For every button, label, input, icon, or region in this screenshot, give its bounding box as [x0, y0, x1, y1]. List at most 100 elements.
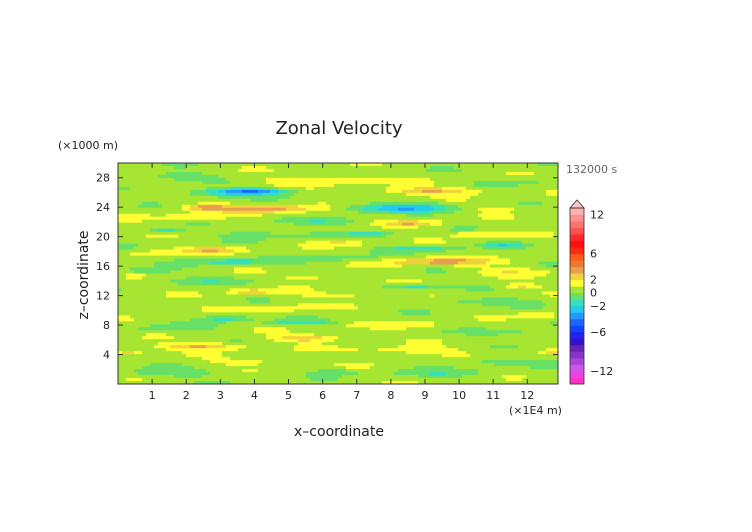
field-cell: [122, 261, 127, 266]
field-cell: [178, 213, 183, 218]
field-cell: [482, 198, 487, 203]
field-cell: [474, 291, 479, 295]
field-cell: [358, 180, 363, 185]
field-cell: [386, 273, 391, 277]
field-cell: [458, 291, 463, 295]
field-cell: [386, 207, 391, 212]
field-cell: [542, 204, 547, 209]
field-cell: [410, 237, 415, 242]
field-cell: [206, 261, 211, 266]
field-cell: [438, 216, 443, 221]
field-cell: [554, 225, 559, 230]
field-cell: [246, 204, 251, 209]
field-cell: [330, 282, 335, 286]
field-cell: [506, 234, 511, 239]
field-cell: [326, 231, 331, 236]
field-cell: [202, 210, 207, 215]
field-cell: [278, 163, 283, 167]
field-cell: [342, 225, 347, 230]
field-cell: [534, 267, 539, 272]
field-cell: [366, 240, 371, 245]
field-cell: [194, 240, 199, 245]
field-cell: [126, 273, 131, 277]
field-cell: [474, 258, 479, 263]
field-cell: [298, 222, 303, 227]
field-cell: [498, 282, 503, 286]
field-cell: [478, 246, 483, 251]
field-cell: [246, 258, 251, 263]
field-cell: [318, 186, 323, 191]
field-cell: [394, 252, 399, 257]
field-cell: [330, 180, 335, 185]
field-cell: [462, 216, 467, 221]
field-cell: [510, 285, 515, 289]
field-cell: [490, 216, 495, 221]
field-cell: [282, 168, 287, 173]
field-cell: [266, 168, 271, 173]
field-cell: [166, 210, 171, 215]
field-cell: [354, 279, 359, 283]
field-cell: [230, 237, 235, 242]
field-cell: [222, 228, 227, 233]
field-cell: [538, 243, 543, 248]
field-cell: [202, 195, 207, 200]
field-cell: [170, 225, 175, 230]
field-cell: [546, 282, 551, 286]
field-cell: [170, 171, 175, 176]
field-cell: [234, 183, 239, 188]
field-cell: [418, 252, 423, 257]
field-cell: [406, 249, 411, 254]
field-cell: [402, 294, 407, 298]
field-cell: [190, 222, 195, 227]
field-cell: [478, 165, 483, 170]
field-cell: [330, 171, 335, 176]
field-cell: [470, 186, 475, 191]
field-cell: [270, 246, 275, 251]
field-cell: [194, 183, 199, 188]
field-cell: [458, 195, 463, 200]
field-cell: [502, 264, 507, 269]
field-cell: [218, 225, 223, 230]
field-cell: [438, 231, 443, 236]
field-cell: [254, 201, 259, 206]
field-cell: [306, 165, 311, 170]
field-cell: [366, 165, 371, 170]
field-cell: [474, 210, 479, 215]
field-cell: [478, 249, 483, 254]
field-cell: [242, 264, 247, 269]
field-cell: [326, 258, 331, 263]
field-cell: [138, 177, 143, 182]
field-cell: [246, 288, 251, 292]
field-cell: [206, 171, 211, 176]
field-cell: [278, 231, 283, 236]
field-cell: [210, 177, 215, 182]
field-cell: [430, 273, 435, 277]
field-cell: [122, 267, 127, 272]
field-cell: [270, 279, 275, 283]
field-cell: [522, 228, 527, 233]
field-cell: [534, 171, 539, 176]
field-cell: [462, 276, 467, 280]
field-cell: [418, 240, 423, 245]
field-cell: [366, 180, 371, 185]
field-cell: [542, 291, 547, 295]
field-cell: [482, 174, 487, 179]
field-cell: [198, 213, 203, 218]
field-cell: [370, 186, 375, 191]
field-cell: [262, 213, 267, 218]
field-cell: [374, 234, 379, 239]
field-cell: [298, 291, 303, 295]
field-cell: [118, 165, 123, 170]
field-cell: [546, 264, 551, 269]
field-cell: [210, 249, 215, 254]
field-cell: [438, 243, 443, 248]
field-cell: [182, 163, 187, 167]
field-cell: [162, 282, 167, 286]
field-cell: [406, 207, 411, 212]
field-cell: [474, 192, 479, 197]
field-cell: [470, 189, 475, 194]
field-cell: [278, 207, 283, 212]
field-cell: [150, 177, 155, 182]
field-cell: [398, 207, 403, 212]
field-cell: [238, 252, 243, 257]
